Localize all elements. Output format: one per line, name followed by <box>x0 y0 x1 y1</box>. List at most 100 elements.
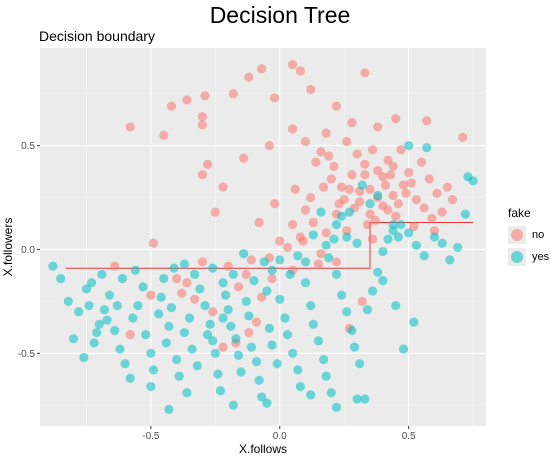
data-point-yes <box>331 269 342 279</box>
data-point-yes <box>337 211 347 221</box>
data-point-no <box>257 292 267 302</box>
data-point-no <box>329 161 339 171</box>
data-point-yes <box>187 344 197 354</box>
data-point-no <box>388 190 398 201</box>
data-point-yes <box>48 261 58 271</box>
data-point-yes <box>190 269 200 279</box>
points-layer <box>48 60 478 414</box>
data-point-no <box>419 203 429 213</box>
data-point-no <box>257 64 267 74</box>
data-point-yes <box>74 307 84 317</box>
data-point-no <box>318 182 329 192</box>
data-point-yes <box>110 325 120 336</box>
data-point-no <box>365 209 375 219</box>
data-point-yes <box>208 336 218 346</box>
data-point-yes <box>318 354 329 365</box>
legend-key <box>508 248 526 266</box>
data-point-no <box>331 257 342 267</box>
data-point-yes <box>293 365 303 375</box>
data-point-no <box>357 296 367 306</box>
data-point-yes <box>409 317 419 327</box>
data-point-no <box>218 182 228 192</box>
data-point-yes <box>396 219 406 230</box>
data-point-yes <box>138 282 148 292</box>
data-point-yes <box>391 300 401 311</box>
data-point-no <box>295 66 305 76</box>
data-point-yes <box>208 263 218 273</box>
data-point-no <box>324 151 334 161</box>
legend-key <box>508 226 526 244</box>
data-point-no <box>380 180 391 190</box>
data-point-no <box>401 188 411 198</box>
data-point-yes <box>429 232 440 242</box>
series-no <box>110 60 468 352</box>
data-point-yes <box>92 327 102 338</box>
data-point-no <box>365 184 375 194</box>
data-point-no <box>244 327 254 338</box>
data-point-no <box>383 155 393 165</box>
data-point-no <box>391 114 401 124</box>
data-point-no <box>300 205 311 215</box>
data-point-yes <box>184 313 195 323</box>
data-point-no <box>427 213 437 223</box>
y-tick-label: 0.5 <box>21 141 35 152</box>
data-point-yes <box>259 257 269 267</box>
data-point-yes <box>115 344 125 354</box>
data-point-yes <box>331 402 342 412</box>
x-tick-label: 0.0 <box>273 431 287 442</box>
data-point-yes <box>112 300 122 311</box>
data-point-yes <box>228 400 238 410</box>
data-point-yes <box>179 259 189 269</box>
data-point-yes <box>56 273 66 284</box>
data-point-yes <box>169 263 179 273</box>
data-point-yes <box>172 354 182 365</box>
data-point-yes <box>357 180 367 190</box>
data-point-yes <box>68 334 79 344</box>
legend-swatch-yes <box>511 251 523 263</box>
data-point-yes <box>213 369 223 379</box>
data-point-no <box>347 170 357 180</box>
data-point-no <box>288 219 298 230</box>
x-tick-label: 0.5 <box>402 431 416 442</box>
decision-boundary-line <box>65 222 474 269</box>
data-point-yes <box>257 392 267 402</box>
data-point-no <box>437 207 447 217</box>
data-point-no <box>360 159 370 169</box>
data-point-yes <box>280 313 290 323</box>
data-point-yes <box>275 294 285 304</box>
data-point-no <box>218 342 228 352</box>
grid-major <box>40 48 486 426</box>
data-point-yes <box>313 336 324 346</box>
data-point-yes <box>445 255 455 265</box>
data-point-yes <box>373 267 383 277</box>
data-point-no <box>110 261 120 271</box>
data-point-no <box>197 170 208 180</box>
data-point-yes <box>148 365 159 375</box>
data-point-no <box>125 122 135 132</box>
data-point-no <box>298 236 308 246</box>
data-point-yes <box>192 361 202 371</box>
data-point-yes <box>324 253 334 263</box>
data-point-no <box>344 184 354 194</box>
data-point-yes <box>215 386 226 396</box>
data-point-yes <box>223 305 233 315</box>
data-point-no <box>275 236 285 246</box>
legend-swatch-no <box>511 229 523 241</box>
data-point-no <box>290 184 300 194</box>
data-point-yes <box>360 394 370 404</box>
data-point-no <box>362 219 373 230</box>
axis-ticks: -0.5 0.0 0.5 -0.5 0.0 0.5 <box>18 141 416 442</box>
series-yes <box>48 141 478 414</box>
data-point-yes <box>347 325 357 336</box>
data-point-yes <box>306 390 316 400</box>
data-point-yes <box>460 209 470 219</box>
data-point-yes <box>159 273 169 284</box>
data-point-no <box>342 136 352 147</box>
data-point-no <box>308 217 318 228</box>
data-point-yes <box>218 278 228 288</box>
data-point-yes <box>128 313 138 323</box>
data-point-yes <box>404 141 414 151</box>
data-point-no <box>125 330 135 340</box>
data-point-yes <box>164 404 174 414</box>
data-point-yes <box>262 286 272 296</box>
